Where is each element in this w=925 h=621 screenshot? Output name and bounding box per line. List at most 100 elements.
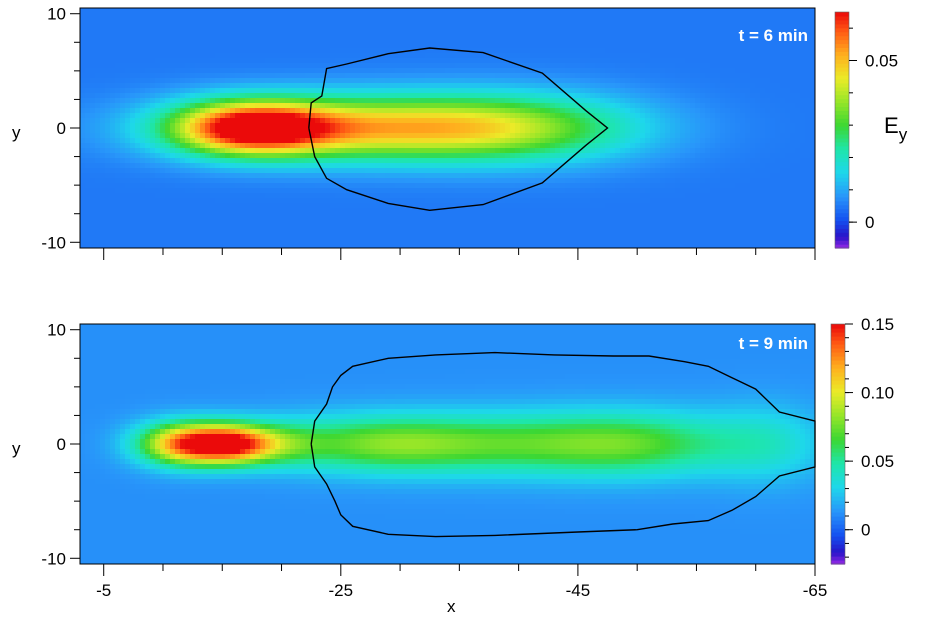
heatmap-cell [750, 98, 756, 104]
heatmap-cell [210, 133, 216, 139]
heatmap-cell [120, 93, 126, 99]
heatmap-cell [215, 63, 221, 69]
heatmap-cell [735, 113, 741, 119]
heatmap-cell [565, 33, 571, 39]
heatmap-cell [245, 113, 251, 119]
heatmap-cell [535, 78, 541, 84]
heatmap-cell [200, 143, 206, 149]
heatmap-cell [500, 128, 506, 134]
heatmap-cell [220, 163, 226, 169]
heatmap-cell [565, 68, 571, 74]
heatmap-cell [405, 68, 411, 74]
heatmap-cell [780, 173, 786, 179]
heatmap-cell [620, 68, 626, 74]
heatmap-cell [485, 38, 491, 44]
heatmap-cell [655, 13, 661, 19]
heatmap-cell [85, 58, 91, 64]
heatmap-cell [275, 143, 281, 149]
heatmap-cell [475, 138, 481, 144]
heatmap-cell [260, 98, 266, 104]
heatmap-cell [330, 163, 336, 169]
heatmap-cell [440, 28, 446, 34]
heatmap-cell [210, 153, 216, 159]
heatmap-cell [450, 68, 456, 74]
heatmap-cell [80, 153, 86, 159]
heatmap-cell [750, 83, 756, 89]
heatmap-cell [565, 18, 571, 24]
heatmap-cell [530, 48, 536, 54]
heatmap-cell [185, 58, 191, 64]
heatmap-cell [640, 18, 646, 24]
heatmap-cell [105, 88, 111, 94]
heatmap-cell [770, 118, 776, 124]
heatmap-cell [530, 138, 536, 144]
heatmap-cell [595, 163, 601, 169]
heatmap-cell [550, 38, 556, 44]
heatmap-cell [515, 168, 521, 174]
heatmap-cell [425, 128, 431, 134]
heatmap-cell [535, 113, 541, 119]
heatmap-cell [475, 98, 481, 104]
heatmap-cell [305, 168, 311, 174]
heatmap-cell [245, 48, 251, 54]
heatmap-cell [755, 18, 761, 24]
heatmap-cell [305, 158, 311, 164]
heatmap-cell [145, 133, 151, 139]
heatmap-cell [770, 28, 776, 34]
heatmap-cell [125, 103, 131, 109]
heatmap-cell [280, 158, 286, 164]
heatmap-cell [255, 108, 261, 114]
heatmap-cell [145, 108, 151, 114]
heatmap-cell [430, 53, 436, 59]
heatmap-cell [215, 43, 221, 49]
heatmap-cell [655, 133, 661, 139]
heatmap-cell [140, 48, 146, 54]
heatmap-cell [505, 83, 511, 89]
heatmap-cell [500, 53, 506, 59]
heatmap-cell [515, 23, 521, 29]
heatmap-cell [655, 143, 661, 149]
heatmap-cell [340, 53, 346, 59]
heatmap-cell [110, 168, 116, 174]
heatmap-cell [400, 83, 406, 89]
heatmap-cell [380, 48, 386, 54]
heatmap-cell [535, 48, 541, 54]
heatmap-cell [555, 38, 561, 44]
heatmap-cell [425, 53, 431, 59]
heatmap-cell [195, 23, 201, 29]
heatmap-cell [735, 13, 741, 19]
heatmap-cell [610, 108, 616, 114]
heatmap-cell [615, 68, 621, 74]
heatmap-cell [695, 13, 701, 19]
heatmap-cell [745, 8, 751, 14]
heatmap-cell [235, 13, 241, 19]
heatmap-cell [515, 28, 521, 34]
heatmap-cell [520, 153, 526, 159]
heatmap-cell [105, 128, 111, 134]
heatmap-cell [780, 73, 786, 79]
heatmap-cell [615, 48, 621, 54]
heatmap-cell [620, 108, 626, 114]
heatmap-cell [805, 93, 811, 99]
heatmap-cell [265, 73, 271, 79]
heatmap-cell [740, 108, 746, 114]
heatmap-cell [785, 108, 791, 114]
heatmap-cell [195, 63, 201, 69]
heatmap-cell [635, 143, 641, 149]
heatmap-cell [700, 73, 706, 79]
heatmap-cell [200, 93, 206, 99]
heatmap-cell [195, 118, 201, 124]
heatmap-cell [315, 73, 321, 79]
heatmap-cell [395, 143, 401, 149]
heatmap-cell [725, 143, 731, 149]
heatmap-cell [690, 53, 696, 59]
heatmap-cell [720, 83, 726, 89]
heatmap-cell [150, 78, 156, 84]
heatmap-cell [200, 98, 206, 104]
heatmap-cell [310, 168, 316, 174]
heatmap-cell [245, 163, 251, 169]
heatmap-cell [170, 108, 176, 114]
heatmap-cell [445, 43, 451, 49]
heatmap-cell [100, 68, 106, 74]
heatmap-cell [400, 133, 406, 139]
